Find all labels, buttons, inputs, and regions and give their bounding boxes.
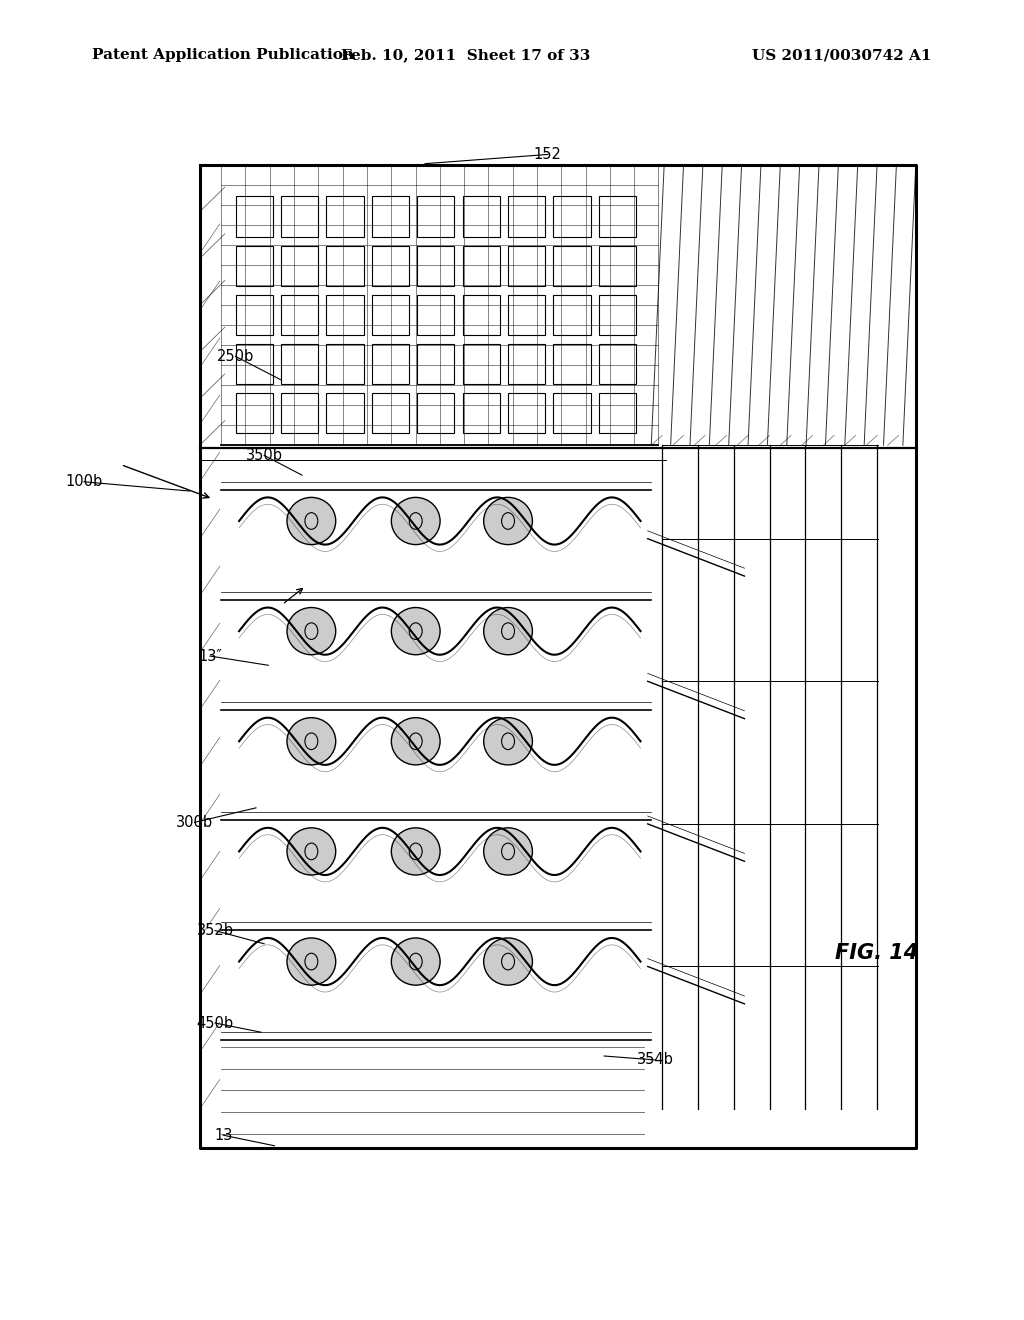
Text: US 2011/0030742 A1: US 2011/0030742 A1	[753, 49, 932, 62]
Ellipse shape	[287, 718, 336, 764]
Bar	[281, 197, 318, 236]
Bar	[281, 246, 318, 286]
Text: 300b: 300b	[176, 814, 213, 830]
Text: 152: 152	[534, 147, 562, 162]
Text: 450b: 450b	[197, 1015, 233, 1031]
Bar	[508, 345, 545, 384]
Bar	[236, 294, 272, 335]
Bar	[553, 345, 591, 384]
Bar	[372, 294, 409, 335]
Ellipse shape	[483, 498, 532, 545]
Bar	[327, 345, 364, 384]
Bar	[281, 393, 318, 433]
Text: Feb. 10, 2011  Sheet 17 of 33: Feb. 10, 2011 Sheet 17 of 33	[341, 49, 591, 62]
Ellipse shape	[483, 718, 532, 764]
Bar	[463, 345, 500, 384]
Ellipse shape	[287, 828, 336, 875]
Text: 13″: 13″	[198, 648, 222, 664]
Bar	[463, 393, 500, 433]
Bar	[417, 197, 455, 236]
Bar	[372, 345, 409, 384]
Bar	[372, 393, 409, 433]
Bar	[508, 393, 545, 433]
Text: 13: 13	[214, 1127, 232, 1143]
Bar	[236, 393, 272, 433]
Text: Patent Application Publication: Patent Application Publication	[92, 49, 354, 62]
Bar	[236, 246, 272, 286]
Ellipse shape	[483, 607, 532, 655]
Bar	[281, 345, 318, 384]
Text: 354b: 354b	[637, 1052, 674, 1068]
Bar	[236, 197, 272, 236]
Ellipse shape	[391, 718, 440, 764]
Bar	[417, 345, 455, 384]
Bar	[327, 393, 364, 433]
Bar	[417, 246, 455, 286]
Bar	[599, 197, 636, 236]
Ellipse shape	[391, 498, 440, 545]
Text: FIG. 14: FIG. 14	[835, 942, 918, 964]
Bar	[599, 246, 636, 286]
Bar	[327, 294, 364, 335]
Bar	[508, 246, 545, 286]
Ellipse shape	[483, 828, 532, 875]
Bar	[463, 246, 500, 286]
Bar	[327, 246, 364, 286]
Bar	[281, 294, 318, 335]
Bar	[553, 294, 591, 335]
Bar	[553, 197, 591, 236]
Bar	[236, 345, 272, 384]
Bar	[508, 294, 545, 335]
Ellipse shape	[391, 939, 440, 985]
Ellipse shape	[391, 828, 440, 875]
Text: 250b: 250b	[217, 348, 254, 364]
Ellipse shape	[287, 607, 336, 655]
Bar	[417, 393, 455, 433]
Bar	[463, 294, 500, 335]
Text: 100b: 100b	[66, 474, 102, 490]
Text: 350b: 350b	[246, 447, 283, 463]
Bar	[372, 197, 409, 236]
Text: 352b: 352b	[197, 923, 233, 939]
Ellipse shape	[287, 939, 336, 985]
Ellipse shape	[391, 607, 440, 655]
Bar	[599, 393, 636, 433]
Bar	[417, 294, 455, 335]
Bar	[508, 197, 545, 236]
Bar	[372, 246, 409, 286]
Bar	[599, 345, 636, 384]
Bar	[553, 393, 591, 433]
Ellipse shape	[483, 939, 532, 985]
Bar	[599, 294, 636, 335]
Ellipse shape	[287, 498, 336, 545]
Bar	[463, 197, 500, 236]
Bar	[327, 197, 364, 236]
Bar	[553, 246, 591, 286]
